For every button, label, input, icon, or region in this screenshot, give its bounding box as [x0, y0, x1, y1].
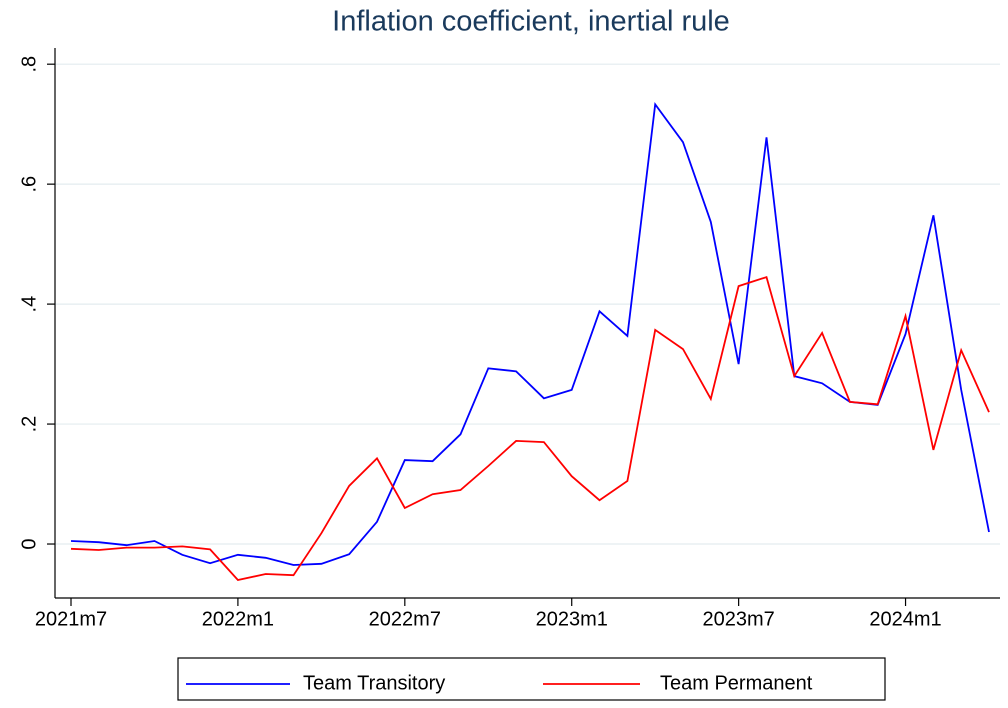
legend-label: Team Transitory: [303, 672, 445, 694]
x-tick-label: 2024m1: [869, 608, 941, 630]
y-tick-label: .4: [18, 296, 40, 313]
series-line: [70, 102, 990, 566]
legend-box: [177, 657, 886, 701]
x-tick-label: 2022m7: [369, 608, 441, 630]
legend-label: Team Permanent: [660, 672, 813, 694]
y-tick-label: .6: [18, 176, 40, 193]
x-tick-label: 2023m1: [536, 608, 608, 630]
series-line: [70, 275, 990, 581]
y-tick-label: 0: [18, 538, 40, 549]
x-tick-label: 2023m7: [702, 608, 774, 630]
x-tick-label: 2021m7: [35, 608, 107, 630]
chart-title: Inflation coefficient, inertial rule: [332, 6, 730, 38]
x-tick-label: 2022m1: [202, 608, 274, 630]
y-tick-label: .2: [18, 416, 40, 433]
y-tick-label: .8: [18, 56, 40, 73]
